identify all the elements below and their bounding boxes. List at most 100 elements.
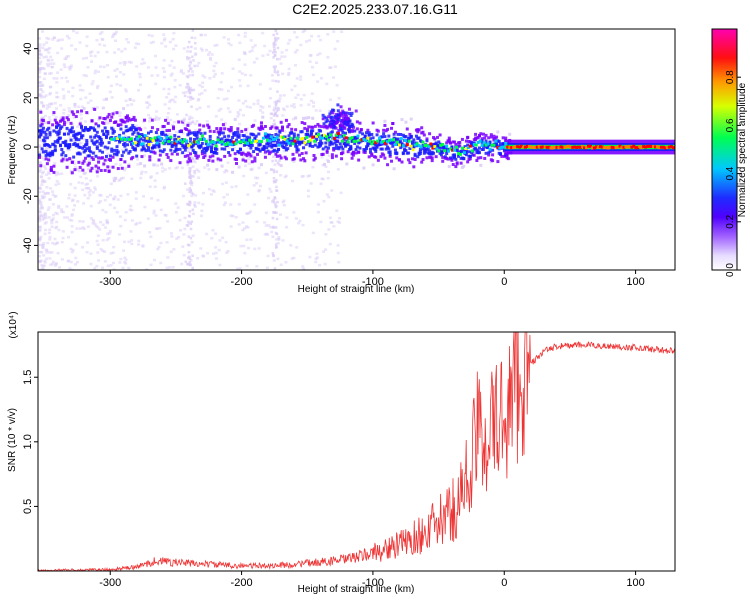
heatmap-cell: [225, 138, 229, 142]
heatmap-cell: [67, 196, 71, 200]
heatmap-cell: [496, 160, 500, 164]
heatmap-cell: [99, 247, 103, 251]
heatmap-cell: [94, 224, 98, 228]
heatmap-cell: [250, 143, 254, 147]
heatmap-cell: [233, 130, 237, 134]
heatmap-cell: [275, 189, 279, 192]
heatmap-cell: [428, 149, 432, 153]
heatmap-cell: [89, 54, 93, 57]
heatmap-cell: [325, 82, 329, 86]
heatmap-cell: [50, 251, 54, 254]
heatmap-cell: [276, 131, 279, 134]
heatmap-cell: [343, 111, 347, 115]
heatmap-cell: [68, 145, 72, 149]
heatmap-cell: [284, 157, 288, 161]
heatmap-cell: [317, 124, 321, 128]
heatmap-cell: [194, 140, 198, 144]
heatmap-cell: [106, 115, 110, 119]
heatmap-cell: [166, 155, 170, 159]
heatmap-cell: [122, 136, 126, 140]
heatmap-cell: [252, 123, 256, 127]
heatmap-cell: [130, 177, 134, 181]
heatmap-cell: [418, 147, 422, 151]
heatmap-cell: [333, 47, 337, 51]
heatmap-cell: [186, 220, 190, 223]
heatmap-cell: [171, 266, 175, 269]
heatmap-cell: [131, 132, 135, 136]
heatmap-cell: [99, 65, 103, 68]
heatmap-cell: [588, 144, 592, 148]
heatmap-cell: [228, 110, 232, 114]
heatmap-cell: [124, 90, 128, 93]
y-tick-label: 1.0: [22, 434, 34, 449]
heatmap-cell: [466, 146, 470, 150]
heatmap-cell: [237, 33, 241, 37]
heatmap-cell: [274, 243, 278, 246]
heatmap-cell: [387, 147, 391, 151]
heatmap-cell: [301, 267, 305, 270]
heatmap-cell: [304, 116, 308, 120]
heatmap-cell: [238, 108, 242, 112]
heatmap-cell: [154, 131, 158, 135]
heatmap-cell: [663, 146, 667, 150]
heatmap-cell: [665, 145, 669, 149]
heatmap-cell: [408, 161, 412, 165]
heatmap-cell: [622, 145, 626, 149]
heatmap-cell: [320, 155, 324, 159]
heatmap-cell: [283, 135, 287, 139]
heatmap-cell: [174, 210, 178, 214]
heatmap-cell: [186, 262, 189, 266]
heatmap-cell: [38, 68, 42, 72]
heatmap-cell: [40, 175, 44, 179]
heatmap-cell: [230, 142, 234, 146]
heatmap-cell: [319, 220, 323, 224]
heatmap-cell: [319, 143, 323, 147]
heatmap-cell: [559, 145, 563, 149]
heatmap-cell: [194, 41, 197, 45]
heatmap-cell: [187, 129, 191, 133]
heatmap-cell: [245, 154, 249, 158]
heatmap-cell: [283, 155, 287, 159]
heatmap-cell: [194, 52, 198, 55]
heatmap-cell: [396, 137, 400, 141]
heatmap-cell: [226, 89, 230, 93]
heatmap-cell: [238, 148, 242, 152]
heatmap-cell: [292, 132, 296, 136]
heatmap-cell: [392, 140, 396, 144]
heatmap-cell: [111, 35, 115, 39]
heatmap-cell: [100, 31, 104, 34]
heatmap-cell: [259, 121, 263, 125]
heatmap-cell: [359, 128, 363, 132]
heatmap-cell: [547, 145, 551, 149]
heatmap-y-label: Frequency (Hz): [7, 116, 18, 185]
heatmap-cell: [454, 157, 458, 161]
heatmap-cell: [38, 37, 42, 40]
heatmap-cell: [55, 171, 59, 174]
heatmap-cell: [274, 231, 278, 235]
heatmap-cell: [352, 139, 356, 143]
heatmap-cell: [158, 149, 162, 153]
heatmap-cell: [195, 133, 199, 137]
heatmap-cell: [258, 143, 262, 147]
heatmap-cell: [186, 121, 190, 125]
heatmap-cell: [237, 112, 241, 116]
heatmap-cell: [189, 159, 193, 163]
heatmap-cell: [55, 81, 59, 84]
heatmap-cell: [38, 52, 42, 56]
heatmap-cell: [417, 144, 421, 148]
heatmap-cell: [326, 146, 330, 150]
heatmap-cell: [93, 222, 97, 226]
heatmap-cell: [191, 97, 195, 100]
heatmap-cell: [127, 240, 131, 244]
heatmap-cell: [188, 176, 191, 179]
heatmap-cell: [185, 86, 188, 89]
heatmap-cell: [326, 159, 330, 163]
heatmap-cell: [214, 246, 218, 249]
heatmap-cell: [93, 128, 97, 132]
colorbar-tick-label: 0.0: [725, 263, 736, 277]
heatmap-cell: [321, 113, 325, 117]
heatmap-cell: [453, 153, 457, 157]
heatmap-cell: [334, 139, 338, 143]
heatmap-cell: [195, 136, 199, 140]
heatmap-cell: [86, 101, 90, 105]
